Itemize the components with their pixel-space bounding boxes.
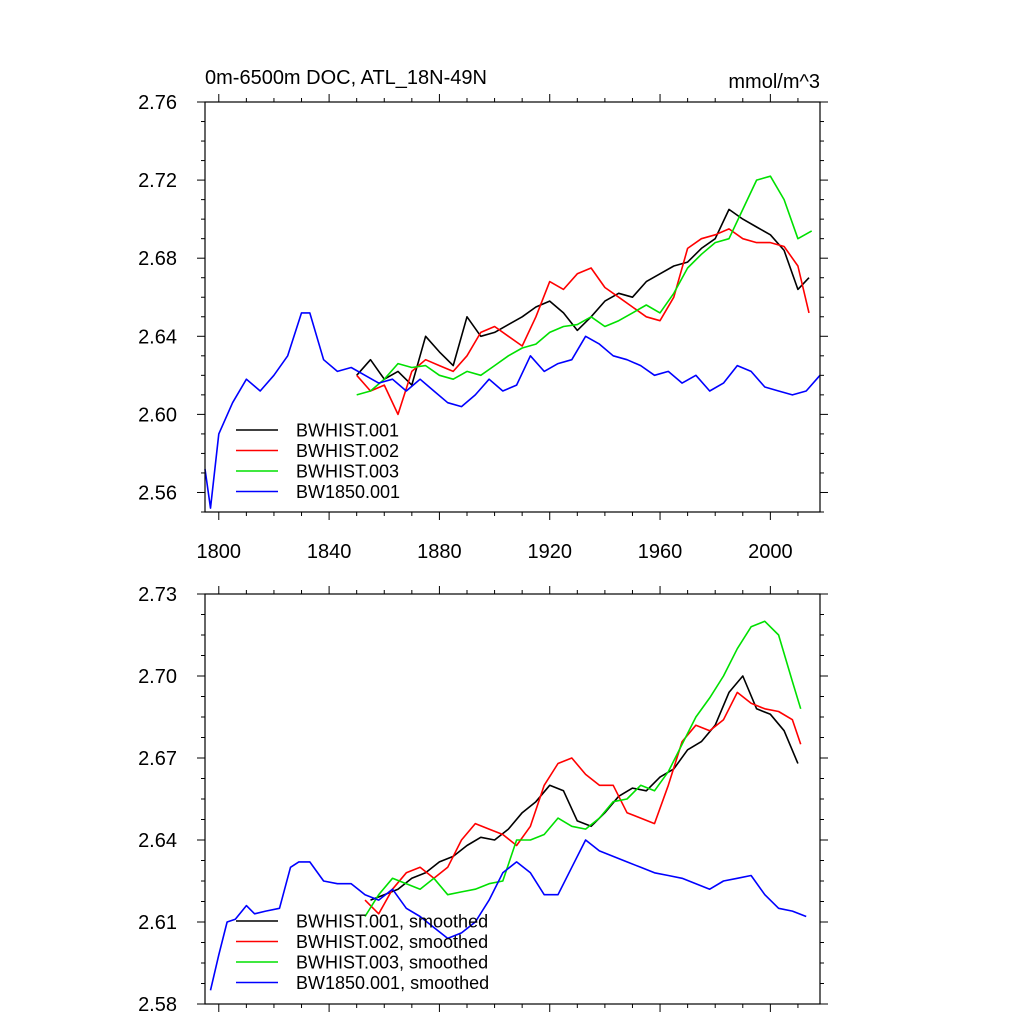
y-tick-label: 2.61 [138,912,177,934]
x-tick-label: 2000 [748,541,793,563]
legend-label: BWHIST.003, smoothed [296,953,488,973]
series-line-bottom-0 [370,675,799,901]
series-line-bottom-3 [209,839,807,991]
legend-label: BWHIST.002, smoothed [296,932,488,952]
y-tick-label: 2.68 [138,248,177,270]
y-tick-label: 2.72 [138,170,177,192]
chart-title: 0m-6500m DOC, ATL_18N-49N [205,67,487,89]
y-tick-label: 2.70 [138,666,177,688]
x-tick-label: 1800 [197,541,242,563]
y-tick-label: 2.67 [138,748,177,770]
series-line-bottom-2 [364,620,802,917]
series-line-top-0 [356,208,810,386]
y-tick-label: 2.73 [138,584,177,606]
x-tick-label: 1880 [417,541,462,563]
plot-frame [204,101,821,513]
y-tick-label: 2.64 [138,326,177,348]
y-tick-label: 2.60 [138,404,177,426]
series-line-bottom-1 [364,691,802,915]
y-tick-label: 2.76 [138,92,177,114]
legend-label: BWHIST.001 [296,421,399,441]
legend-label: BW1850.001, smoothed [296,973,489,993]
legend-label: BWHIST.001, smoothed [296,912,488,932]
y-tick-label: 2.58 [138,994,177,1016]
bottom-panel: 2.58 2.61 2.64 2.67 2.70 2.73 BWHIST.001, smoo… [138,584,828,1016]
series-line-top-1 [356,228,810,416]
series-line-top-3 [204,312,821,509]
legend-label: BWHIST.003 [296,462,399,482]
x-tick-label: 1960 [638,541,683,563]
chart-units: mmol/m^3 [728,71,820,93]
x-tick-label: 1840 [307,541,352,563]
top-panel: 2.56 2.60 2.64 2.68 2.72 2.76 1800 1840 1880 1920… [138,67,828,563]
y-tick-label: 2.56 [138,482,177,504]
x-tick-label: 1920 [527,541,572,563]
y-tick-label: 2.64 [138,830,177,852]
legend-label: BWHIST.002 [296,441,399,461]
series-line-top-2 [356,175,813,396]
legend-label: BW1850.001 [296,482,400,502]
